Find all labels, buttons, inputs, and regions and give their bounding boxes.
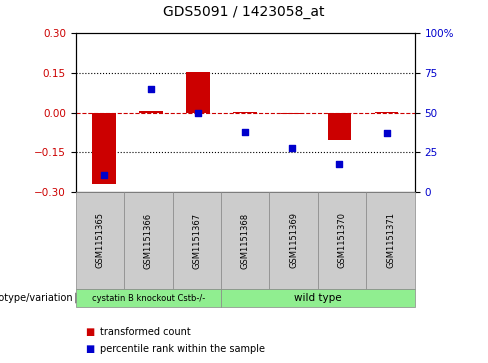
Text: GSM1151369: GSM1151369 [289, 212, 298, 269]
Text: ■: ■ [85, 327, 95, 337]
Point [288, 145, 296, 151]
Text: GSM1151371: GSM1151371 [386, 212, 395, 269]
Text: GSM1151366: GSM1151366 [144, 212, 153, 269]
Bar [327, 113, 351, 140]
Point [147, 86, 155, 91]
Text: GSM1151368: GSM1151368 [241, 212, 250, 269]
Bar [186, 72, 210, 113]
Text: genotype/variation: genotype/variation [0, 293, 73, 303]
Text: GDS5091 / 1423058_at: GDS5091 / 1423058_at [163, 5, 325, 20]
Bar [281, 113, 304, 114]
Text: wild type: wild type [294, 293, 342, 303]
Text: GSM1151367: GSM1151367 [192, 212, 201, 269]
Bar [375, 112, 398, 113]
Point [242, 129, 249, 135]
Point [194, 110, 202, 115]
Text: percentile rank within the sample: percentile rank within the sample [100, 344, 265, 354]
Polygon shape [75, 293, 84, 303]
Text: ■: ■ [85, 344, 95, 354]
Bar [139, 111, 163, 113]
Point [336, 161, 344, 167]
Point [383, 130, 390, 136]
Bar [92, 113, 116, 184]
Text: GSM1151370: GSM1151370 [338, 212, 346, 269]
Text: transformed count: transformed count [100, 327, 191, 337]
Text: GSM1151365: GSM1151365 [95, 212, 104, 269]
Text: cystatin B knockout Cstb-/-: cystatin B knockout Cstb-/- [92, 294, 205, 302]
Point [100, 172, 108, 178]
Bar [233, 112, 257, 113]
